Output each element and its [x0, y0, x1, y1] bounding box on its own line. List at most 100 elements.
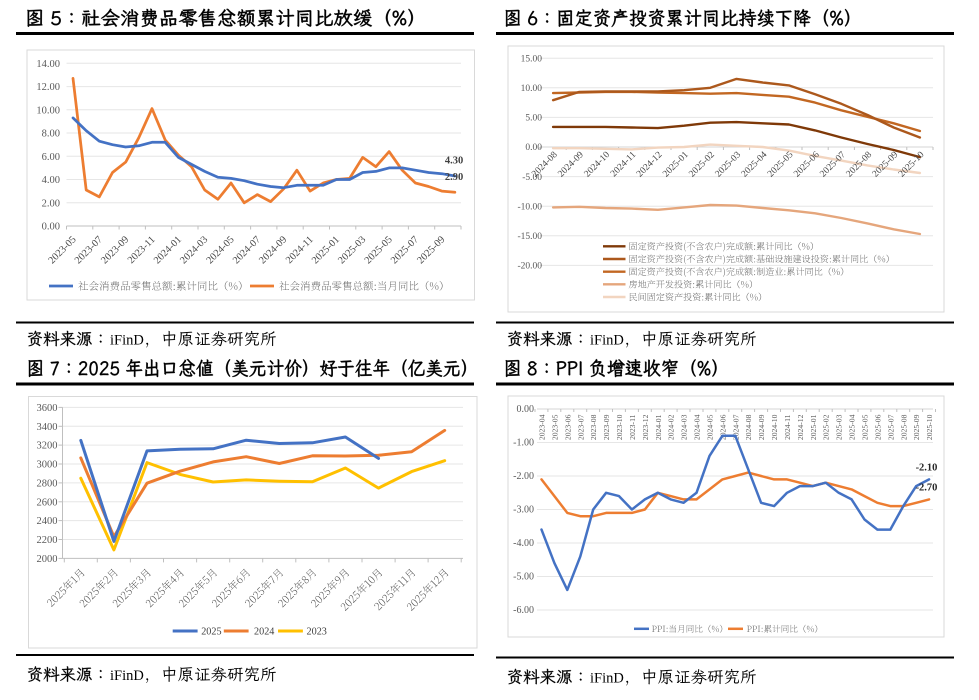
- svg-text:2023-05: 2023-05: [550, 414, 559, 440]
- svg-text:2024-06: 2024-06: [718, 414, 727, 440]
- svg-text:-3.00: -3.00: [513, 505, 534, 516]
- svg-text:2024-12: 2024-12: [635, 150, 665, 180]
- svg-text:0.00: 0.00: [525, 143, 542, 153]
- svg-text:0.00: 0.00: [517, 404, 535, 415]
- svg-text:2024: 2024: [254, 627, 274, 638]
- svg-text:2024-05: 2024-05: [706, 414, 715, 440]
- svg-text:12.00: 12.00: [36, 82, 60, 93]
- svg-text:iFinD: iFinD: [590, 333, 624, 349]
- svg-text:2023-11: 2023-11: [628, 414, 637, 439]
- svg-text:iFinD: iFinD: [590, 671, 624, 687]
- svg-text:iFinD: iFinD: [110, 333, 144, 349]
- svg-text:2600: 2600: [37, 497, 58, 508]
- svg-text:10.00: 10.00: [521, 84, 543, 94]
- svg-text:2.90: 2.90: [445, 172, 463, 183]
- svg-text:15.00: 15.00: [521, 54, 543, 64]
- svg-text:10.00: 10.00: [36, 105, 60, 116]
- svg-text:2200: 2200: [37, 535, 58, 546]
- svg-text:2023-12: 2023-12: [641, 414, 650, 440]
- svg-text:2024-07: 2024-07: [231, 234, 263, 266]
- svg-text:2024-08: 2024-08: [744, 414, 753, 440]
- svg-text:2024-04: 2024-04: [693, 414, 702, 440]
- svg-text:2025-01: 2025-01: [661, 150, 691, 180]
- svg-text:2025-03: 2025-03: [835, 414, 844, 440]
- svg-text:0.00: 0.00: [42, 222, 60, 233]
- svg-text:5.00: 5.00: [525, 114, 542, 124]
- svg-text:3000: 3000: [37, 460, 58, 471]
- svg-text:2023-08: 2023-08: [589, 414, 598, 440]
- svg-text:2025-03: 2025-03: [336, 234, 368, 266]
- svg-text:-1.00: -1.00: [513, 438, 534, 449]
- svg-text:2025-04: 2025-04: [740, 150, 770, 180]
- svg-text:2024-09: 2024-09: [757, 414, 766, 440]
- svg-text:2023: 2023: [307, 627, 327, 638]
- svg-text:2025-01: 2025-01: [310, 234, 342, 266]
- svg-text:-2.00: -2.00: [513, 471, 534, 482]
- svg-text:2025-04: 2025-04: [848, 414, 857, 440]
- svg-text:2023-04: 2023-04: [538, 414, 547, 440]
- svg-text:-5.00: -5.00: [522, 173, 542, 183]
- svg-text:2024-12: 2024-12: [796, 414, 805, 440]
- svg-text:2800: 2800: [37, 478, 58, 489]
- svg-text:2024-05: 2024-05: [205, 234, 237, 266]
- svg-text:2400: 2400: [37, 516, 58, 527]
- svg-text:2024-09: 2024-09: [257, 234, 289, 266]
- svg-text:2024-07: 2024-07: [731, 414, 740, 440]
- svg-text:2024-11: 2024-11: [783, 414, 792, 439]
- svg-text:-2.10: -2.10: [916, 463, 938, 474]
- svg-text:4.30: 4.30: [445, 156, 463, 167]
- svg-text:2024-11: 2024-11: [609, 150, 638, 179]
- svg-text:-4.00: -4.00: [513, 538, 534, 549]
- svg-text:2024-03: 2024-03: [178, 234, 210, 266]
- svg-text:6.00: 6.00: [42, 152, 60, 163]
- svg-text:2025-09: 2025-09: [912, 414, 921, 440]
- svg-text:2025-01: 2025-01: [809, 414, 818, 440]
- svg-text:2025-08: 2025-08: [899, 414, 908, 440]
- svg-text:2024-01: 2024-01: [152, 234, 184, 266]
- svg-text:2025-09: 2025-09: [871, 150, 901, 180]
- svg-text:2024-10: 2024-10: [770, 414, 779, 440]
- svg-text:3200: 3200: [37, 441, 58, 452]
- svg-text:2025-06: 2025-06: [873, 414, 882, 440]
- svg-text:2023-11: 2023-11: [126, 234, 158, 266]
- svg-text:2025-07: 2025-07: [389, 234, 421, 266]
- svg-text:2023-07: 2023-07: [576, 414, 585, 440]
- svg-text:4.00: 4.00: [42, 175, 60, 186]
- svg-text:2023-10: 2023-10: [615, 414, 624, 440]
- svg-text:iFinD: iFinD: [110, 668, 144, 684]
- svg-text:8.00: 8.00: [42, 129, 60, 140]
- svg-text:2025-09: 2025-09: [415, 234, 447, 266]
- svg-text:2023-07: 2023-07: [73, 234, 105, 266]
- svg-text:3600: 3600: [37, 403, 58, 414]
- svg-text:2024-01: 2024-01: [654, 414, 663, 440]
- svg-text:2025-05: 2025-05: [363, 234, 395, 266]
- svg-text:2024-08: 2024-08: [530, 150, 560, 180]
- svg-text:2024-11: 2024-11: [284, 234, 316, 266]
- svg-text:2023-09: 2023-09: [99, 234, 131, 266]
- svg-text:2025-07: 2025-07: [886, 414, 895, 440]
- svg-text:2025-05: 2025-05: [861, 414, 870, 440]
- svg-text:2025-10: 2025-10: [925, 414, 934, 440]
- svg-text:2023-06: 2023-06: [563, 414, 572, 440]
- svg-text:2023-09: 2023-09: [602, 414, 611, 440]
- svg-text:-15.00: -15.00: [517, 232, 542, 242]
- svg-text:3400: 3400: [37, 422, 58, 433]
- svg-text:2025-02: 2025-02: [687, 150, 717, 180]
- svg-text:2024-02: 2024-02: [667, 414, 676, 440]
- svg-text:-10.00: -10.00: [517, 202, 542, 212]
- svg-text:2000: 2000: [37, 554, 58, 565]
- svg-text:-20.00: -20.00: [517, 262, 542, 272]
- svg-text:2025-03: 2025-03: [714, 150, 744, 180]
- svg-text:2024-09: 2024-09: [556, 150, 586, 180]
- svg-text:2025-05: 2025-05: [766, 150, 796, 180]
- svg-text:2025-07: 2025-07: [818, 150, 848, 180]
- svg-text:2024-03: 2024-03: [680, 414, 689, 440]
- svg-text:2.00: 2.00: [42, 198, 60, 209]
- svg-text:2025-02: 2025-02: [822, 414, 831, 440]
- svg-text:14.00: 14.00: [36, 59, 60, 70]
- svg-text:2024-10: 2024-10: [583, 150, 613, 180]
- svg-text:2025: 2025: [201, 627, 221, 638]
- svg-text:2023-05: 2023-05: [47, 234, 79, 266]
- svg-text:-6.00: -6.00: [513, 605, 534, 616]
- svg-text:-2.70: -2.70: [916, 483, 938, 494]
